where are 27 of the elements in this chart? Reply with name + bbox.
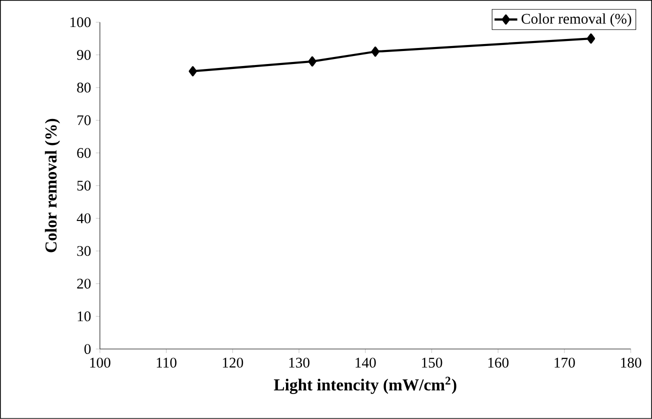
y-tick-label: 70: [77, 115, 91, 126]
y-tick-label: 80: [77, 82, 91, 93]
point: [371, 46, 380, 57]
x-tick-label: 130: [289, 358, 310, 368]
y-tick-label: 30: [77, 246, 91, 256]
y-tick-label: 50: [77, 180, 91, 191]
y-tick-label: 60: [77, 148, 91, 158]
x-tick-label: 150: [422, 358, 442, 368]
y-tick-label: 90: [77, 50, 91, 60]
x-tick-label: 100: [90, 358, 110, 368]
point: [586, 34, 596, 44]
x-tick-label: 140: [356, 358, 376, 368]
x-axis-title: Light intencity (mW/cm$^{2}$): [274, 376, 456, 394]
point: [308, 56, 316, 67]
x-tick-label: 110: [156, 358, 176, 368]
x-tick-label: 120: [222, 358, 244, 368]
x-tick-label: 180: [621, 358, 642, 368]
y-tick-label: 20: [77, 278, 91, 289]
y-tick-label: 40: [76, 213, 91, 224]
y-tick-label: 0: [84, 344, 91, 354]
point: [188, 66, 197, 76]
legend-label: Color removal (%): [522, 13, 632, 27]
y-tick-label: 10: [78, 311, 91, 322]
y-axis-title: Color removal (%): [44, 118, 60, 252]
x-tick-label: 160: [488, 358, 509, 368]
x-tick-label: 170: [554, 358, 575, 368]
y-tick-label: 100: [70, 17, 91, 28]
